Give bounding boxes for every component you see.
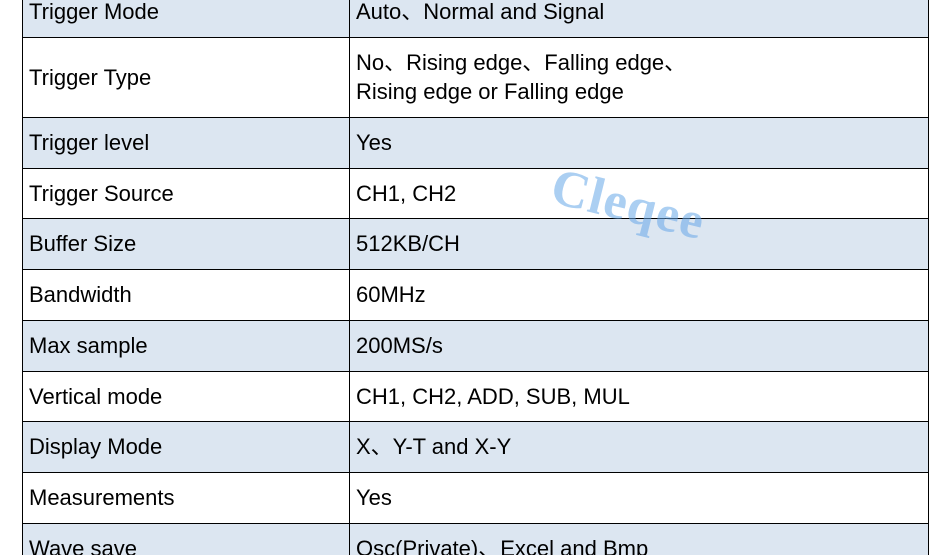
table-row: Trigger ModeAuto、Normal and Signal (23, 0, 929, 37)
param-cell: Trigger Type (23, 37, 350, 117)
table-row: Trigger TypeNo、Rising edge、Falling edge、… (23, 37, 929, 117)
table-row: Trigger levelYes (23, 118, 929, 169)
param-cell: Trigger level (23, 118, 350, 169)
value-cell: 200MS/s (350, 320, 929, 371)
param-cell: Display Mode (23, 422, 350, 473)
spec-table: Trigger ModeAuto、Normal and Signal Trigg… (22, 0, 929, 555)
param-cell: Wave save (23, 523, 350, 555)
param-cell: Trigger Mode (23, 0, 350, 37)
param-cell: Trigger Source (23, 168, 350, 219)
param-cell: Bandwidth (23, 270, 350, 321)
value-cell: CH1, CH2, ADD, SUB, MUL (350, 371, 929, 422)
value-cell: X、Y-T and X-Y (350, 422, 929, 473)
param-cell: Max sample (23, 320, 350, 371)
value-cell: 512KB/CH (350, 219, 929, 270)
table-row: Display ModeX、Y-T and X-Y (23, 422, 929, 473)
value-cell: Auto、Normal and Signal (350, 0, 929, 37)
param-cell: Measurements (23, 472, 350, 523)
table-row: Bandwidth60MHz (23, 270, 929, 321)
table-row: Max sample200MS/s (23, 320, 929, 371)
table-row: Vertical modeCH1, CH2, ADD, SUB, MUL (23, 371, 929, 422)
value-cell: Yes (350, 472, 929, 523)
param-cell: Vertical mode (23, 371, 350, 422)
table-row: Trigger SourceCH1, CH2 (23, 168, 929, 219)
value-cell: 60MHz (350, 270, 929, 321)
value-cell: No、Rising edge、Falling edge、Rising edge … (350, 37, 929, 117)
param-cell: Buffer Size (23, 219, 350, 270)
value-cell: CH1, CH2 (350, 168, 929, 219)
table-row: Wave saveOsc(Private)、Excel and Bmp (23, 523, 929, 555)
value-cell: Yes (350, 118, 929, 169)
table-row: MeasurementsYes (23, 472, 929, 523)
table-row: Buffer Size512KB/CH (23, 219, 929, 270)
value-cell: Osc(Private)、Excel and Bmp (350, 523, 929, 555)
